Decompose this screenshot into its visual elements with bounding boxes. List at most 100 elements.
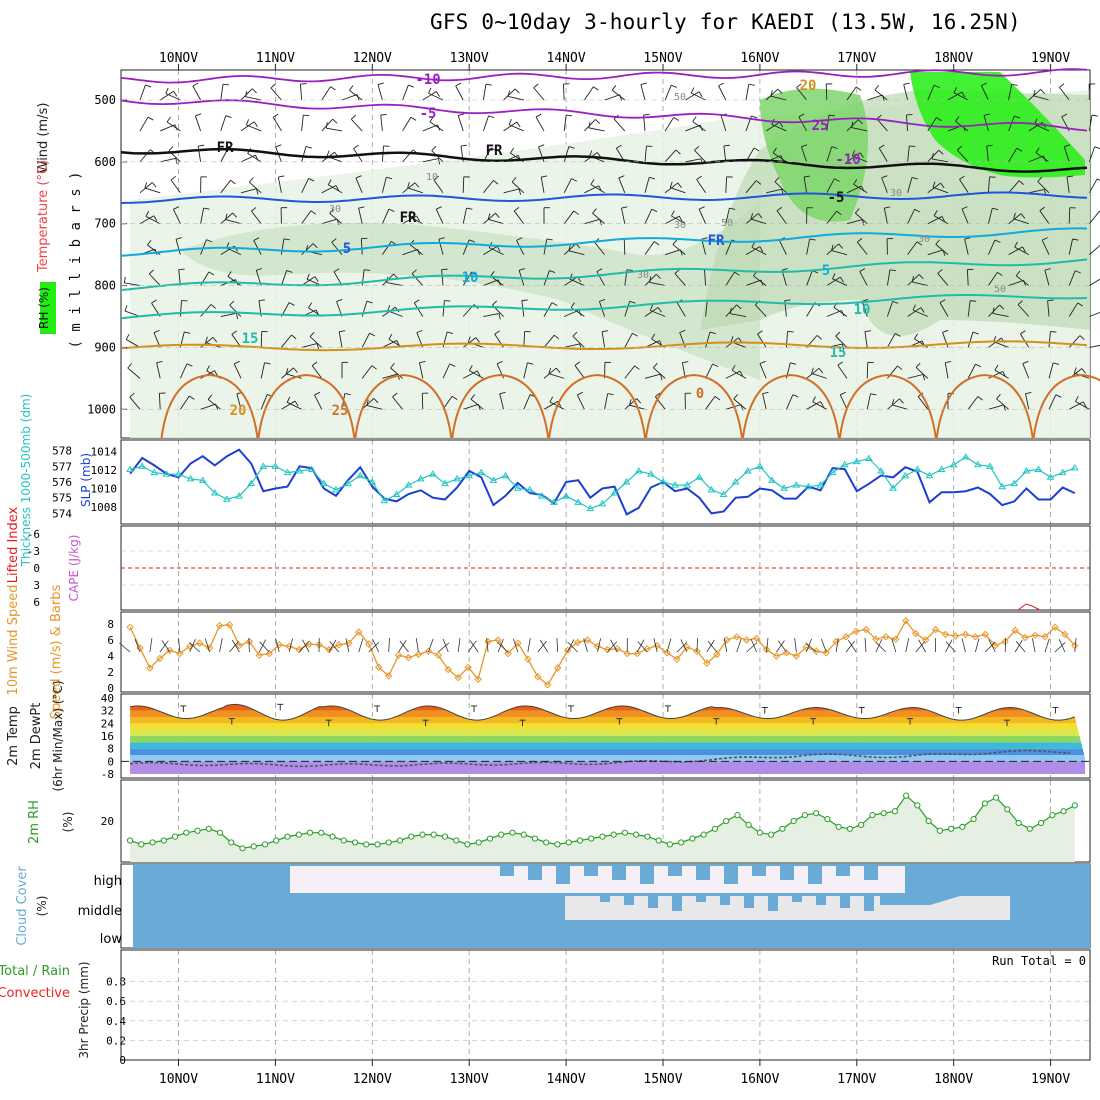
wind-barb	[281, 334, 292, 348]
wind-barb-flag	[358, 206, 365, 209]
thickness-point	[961, 452, 970, 460]
wind-barb	[912, 309, 928, 317]
wind-barb	[358, 208, 363, 224]
wind-barb	[825, 83, 828, 101]
wind-barb	[878, 147, 888, 163]
wind-barb-flag	[964, 237, 971, 240]
wind-barb-flag	[387, 305, 391, 311]
wind-barb-flag	[256, 188, 259, 195]
wind-barb	[1041, 239, 1050, 255]
wind-barb-flag	[518, 268, 525, 271]
wind-barb	[483, 180, 494, 194]
wind-barb	[846, 119, 859, 132]
wind-barb-flag	[1066, 175, 1073, 178]
wind-barb-flag	[959, 175, 965, 180]
wind-barb	[861, 301, 868, 317]
wind-barb-flag	[977, 396, 983, 401]
wind-barb-flag	[636, 398, 642, 404]
thickness-point	[477, 468, 486, 476]
wind-barb-flag	[835, 331, 841, 337]
wind-barb	[245, 96, 262, 101]
wind-barb	[967, 396, 979, 410]
rh2m-point	[992, 794, 1000, 801]
cloud-block	[640, 866, 654, 884]
date-label-bottom: 14NOV	[547, 1072, 586, 1087]
wind10-point	[742, 636, 751, 644]
wind10-point	[235, 641, 244, 650]
wind10-point	[454, 673, 462, 682]
wind-barb-flag	[232, 212, 238, 218]
wind10-point	[365, 640, 373, 648]
wind-barb-flag	[739, 370, 744, 377]
wind-barb	[685, 124, 701, 132]
thickness-point	[986, 462, 994, 469]
rh2m-point	[1060, 808, 1067, 815]
rh2m-point	[835, 823, 842, 830]
thickness-point	[998, 482, 1007, 490]
wind10-barb	[512, 638, 519, 653]
wind-barb	[272, 116, 282, 132]
rh2m-point	[891, 808, 898, 815]
wind-barb	[301, 114, 304, 131]
date-label-top: 16NOV	[740, 51, 779, 66]
rh2m-point	[734, 812, 741, 819]
slp-tick-label: 1014	[91, 446, 118, 459]
wind-barb-flag	[166, 116, 171, 123]
wind-barb-flag	[899, 398, 904, 404]
wind-barb	[172, 209, 181, 224]
thickness-point	[780, 484, 789, 491]
rh2m-point	[531, 835, 539, 842]
thickness-point	[465, 471, 474, 479]
rh2m-point	[948, 825, 955, 832]
wind-barb-flag	[314, 391, 321, 396]
wind-barb-flag	[920, 307, 925, 313]
wind-barb-flag	[859, 152, 864, 158]
wind-barb	[314, 394, 323, 410]
isotherm-label: 0	[696, 386, 704, 402]
wind-barb-flag	[1055, 394, 1062, 398]
wind-barb	[301, 243, 314, 255]
thickness-point	[562, 492, 570, 499]
wind-barb	[664, 149, 677, 163]
wind-barb-flag	[496, 246, 501, 252]
wind-barb-flag	[414, 299, 420, 304]
wind-barb-flag	[433, 175, 439, 181]
wind-barb	[1068, 270, 1076, 286]
thickness-point	[707, 485, 716, 493]
isotherm-arc	[741, 373, 840, 439]
precip-tick-label: 0.4	[106, 1015, 126, 1028]
wind-barb	[1063, 146, 1070, 162]
rh2m-point	[959, 823, 966, 830]
cloud-block	[792, 896, 802, 902]
wind-barb-flag	[521, 299, 528, 302]
wind-barb-flag	[514, 88, 520, 94]
wind-barb-flag	[449, 363, 456, 367]
temp-band	[130, 710, 1085, 717]
temp-tick-label: 40	[101, 692, 114, 705]
wind-barb	[1034, 123, 1050, 132]
wind-barb	[421, 393, 424, 410]
wind-barb	[1089, 244, 1100, 255]
rh2m-point	[588, 835, 595, 842]
wind-barb-flag	[496, 360, 503, 365]
wind-barb	[563, 146, 570, 162]
wind-barb-flag	[518, 188, 522, 195]
wind-barb-flag	[816, 335, 822, 340]
wind10-point	[255, 651, 264, 659]
wind-barb	[321, 185, 337, 194]
thickness-point	[513, 484, 522, 491]
wind-barb-flag	[1082, 401, 1087, 408]
wind10-tick-label: 8	[107, 618, 114, 631]
wind-barb-flag	[855, 86, 862, 91]
thickness-point	[1046, 473, 1055, 480]
wind-barb	[1028, 88, 1041, 101]
wind-barb-flag	[820, 401, 824, 408]
wind-barb-flag	[156, 360, 163, 364]
wind-barb-flag	[876, 114, 882, 120]
thickness-point	[174, 470, 183, 477]
wind-barb-flag	[153, 215, 158, 222]
wind-barb	[932, 158, 949, 163]
wind-barb-flag	[1077, 302, 1084, 307]
isotherm-arc	[451, 373, 550, 439]
slp-line	[129, 448, 1076, 516]
